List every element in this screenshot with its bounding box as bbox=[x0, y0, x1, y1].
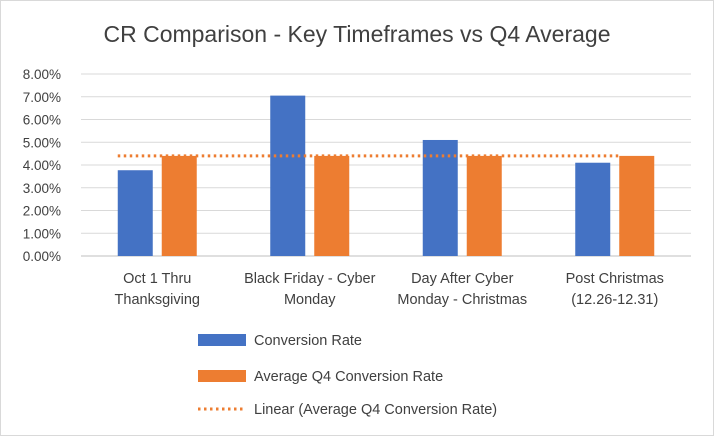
bar-average-q4-conversion-rate bbox=[466, 155, 502, 256]
y-tick-label: 6.00% bbox=[23, 113, 61, 128]
bar-conversion-rate bbox=[422, 139, 458, 256]
bar-conversion-rate bbox=[270, 95, 306, 256]
y-tick-label: 8.00% bbox=[23, 67, 61, 82]
y-tick-label: 5.00% bbox=[23, 135, 61, 150]
x-tick-label: Monday bbox=[284, 292, 336, 308]
x-tick-label: Oct 1 Thru bbox=[123, 271, 191, 287]
y-tick-label: 1.00% bbox=[23, 226, 61, 241]
x-tick-label: Post Christmas bbox=[566, 271, 664, 287]
bar-average-q4-conversion-rate bbox=[161, 155, 197, 256]
x-tick-label: Black Friday - Cyber bbox=[244, 271, 376, 287]
legend-label: Average Q4 Conversion Rate bbox=[254, 369, 443, 385]
y-axis-ticks: 0.00% 1.00% 2.00% 3.00% 4.00% 5.00% 6.00% 7.00%… bbox=[23, 67, 61, 264]
bar-average-q4-conversion-rate bbox=[619, 155, 655, 256]
y-tick-label: 0.00% bbox=[23, 249, 61, 264]
chart-title: CR Comparison - Key Timeframes vs Q4 Ave… bbox=[103, 21, 610, 47]
x-tick-label: Thanksgiving bbox=[115, 292, 200, 308]
bar-average-q4-conversion-rate bbox=[314, 155, 350, 256]
legend-swatch bbox=[198, 334, 246, 346]
y-tick-label: 2.00% bbox=[23, 204, 61, 219]
x-tick-label: Day After Cyber bbox=[411, 271, 514, 287]
legend-label: Conversion Rate bbox=[254, 333, 362, 349]
y-tick-label: 4.00% bbox=[23, 158, 61, 173]
y-tick-label: 7.00% bbox=[23, 90, 61, 105]
legend: Conversion Rate Average Q4 Conversion Rat… bbox=[198, 333, 497, 418]
x-tick-label: (12.26-12.31) bbox=[571, 292, 658, 308]
bars bbox=[117, 95, 655, 256]
x-tick-label: Monday - Christmas bbox=[397, 292, 527, 308]
legend-swatch bbox=[198, 370, 246, 382]
legend-label: Linear (Average Q4 Conversion Rate) bbox=[254, 402, 497, 418]
bar-conversion-rate bbox=[117, 170, 153, 256]
x-axis-labels: Oct 1 Thru Thanksgiving Black Friday - Cyb… bbox=[115, 271, 664, 308]
bar-conversion-rate bbox=[575, 162, 611, 256]
y-tick-label: 3.00% bbox=[23, 181, 61, 196]
